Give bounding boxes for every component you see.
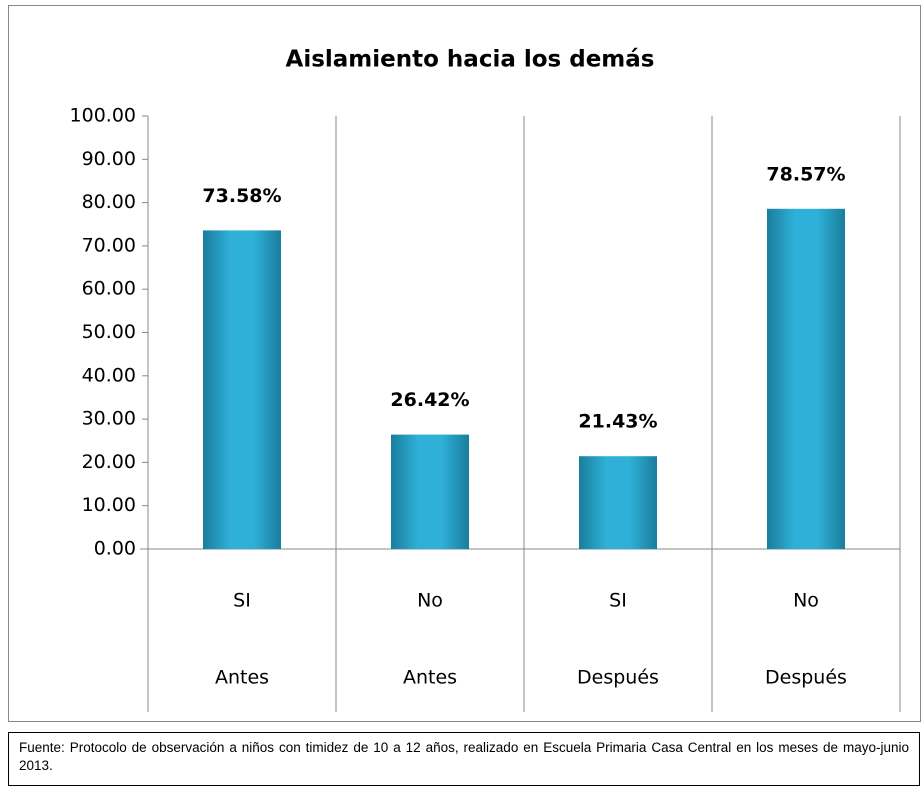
y-tick-label: 0.00 (94, 538, 136, 560)
y-tick-label: 90.00 (82, 148, 136, 170)
x-tick-label: SI (233, 590, 251, 612)
bar (391, 434, 469, 549)
y-tick-label: 50.00 (82, 321, 136, 343)
data-label: 78.57% (766, 163, 845, 185)
data-label: 21.43% (578, 411, 657, 433)
y-tick-label: 60.00 (82, 278, 136, 300)
data-label: 26.42% (390, 389, 469, 411)
y-tick-label: 100.00 (70, 105, 136, 127)
source-note: Fuente: Protocolo de observación a niños… (8, 732, 920, 786)
x-group-label: Antes (215, 667, 269, 689)
x-group-label: Después (577, 667, 659, 689)
y-tick-label: 10.00 (82, 494, 136, 516)
chart: Aislamiento hacia los demás 0.00 10.00 20.… (8, 5, 921, 722)
x-tick-label: SI (609, 590, 627, 612)
x-tick-label: No (793, 590, 819, 612)
bar (203, 230, 281, 549)
x-group-label: Antes (403, 667, 457, 689)
x-tick-label: No (417, 590, 443, 612)
y-tick-label: 30.00 (82, 408, 136, 430)
y-tick-label: 70.00 (82, 234, 136, 256)
chart-title: Aislamiento hacia los demás (286, 47, 655, 73)
x-group-label: Después (765, 667, 847, 689)
bar (767, 208, 845, 549)
y-tick-label: 20.00 (82, 451, 136, 473)
bar (579, 456, 657, 549)
y-tick-label: 40.00 (82, 364, 136, 386)
y-tick-label: 80.00 (82, 191, 136, 213)
data-label: 73.58% (202, 185, 281, 207)
